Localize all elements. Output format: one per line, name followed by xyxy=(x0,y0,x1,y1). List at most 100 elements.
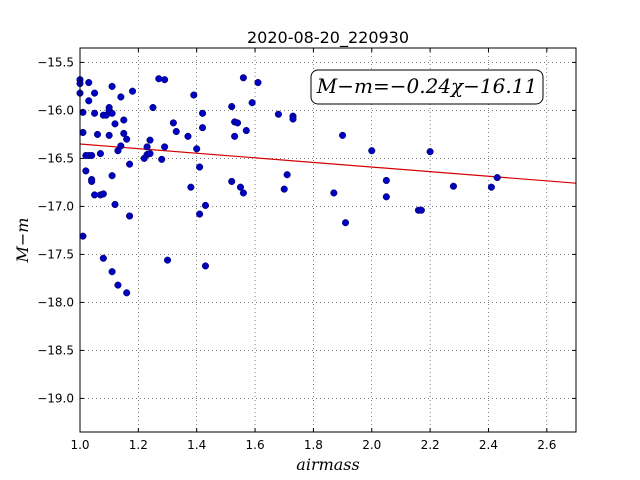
data-point xyxy=(239,189,247,197)
data-point xyxy=(280,185,288,193)
annotation-frame xyxy=(310,69,544,105)
data-point xyxy=(120,116,128,124)
data-point xyxy=(417,206,425,214)
grid xyxy=(79,48,576,432)
data-point xyxy=(163,256,172,264)
data-point xyxy=(91,89,99,97)
data-point xyxy=(231,132,239,140)
data-point xyxy=(128,87,137,95)
data-point xyxy=(108,109,116,117)
data-point xyxy=(105,131,113,139)
data-point xyxy=(96,150,104,158)
data-point xyxy=(79,232,87,240)
data-point xyxy=(111,120,119,128)
y-tick-label: −18.0 xyxy=(37,295,74,309)
data-point xyxy=(193,145,201,153)
y-tick-label: −16.5 xyxy=(37,151,74,165)
data-point xyxy=(198,109,207,117)
data-point xyxy=(120,129,128,137)
data-point xyxy=(382,176,390,185)
data-point xyxy=(99,254,107,262)
data-point xyxy=(117,93,125,101)
data-point xyxy=(155,75,163,83)
data-point xyxy=(126,160,134,168)
data-point xyxy=(236,183,245,191)
data-point xyxy=(368,147,376,155)
data-point xyxy=(158,155,166,163)
x-tick-label: 2.6 xyxy=(537,438,556,452)
data-point xyxy=(161,143,169,151)
data-point xyxy=(248,99,256,107)
data-point xyxy=(149,103,157,112)
x-axis-label: airmass xyxy=(296,455,359,474)
annotation-box: M−m=−0.24χ−16.11 xyxy=(310,69,544,105)
y-axis-ticks: −15.5 −16.0 −16.5 −17.0 −17.5 −18.0 −18.5 −19.0 xyxy=(37,55,576,405)
data-point xyxy=(283,171,291,179)
data-point xyxy=(108,82,116,90)
x-axis-ticks: 1.0 1.2 1.4 1.6 1.8 2.0 2.2 2.4 2.6 xyxy=(70,48,556,452)
data-point xyxy=(201,201,210,209)
data-point xyxy=(426,148,434,156)
data-point xyxy=(114,281,122,289)
x-tick-label: 1.6 xyxy=(246,438,265,452)
data-point xyxy=(449,182,458,190)
data-point xyxy=(146,150,154,158)
data-point xyxy=(289,115,297,123)
fit-line-group xyxy=(79,143,577,184)
data-point xyxy=(254,79,262,87)
data-point xyxy=(196,210,204,218)
fit-equation: M−m=−0.24χ−16.11 xyxy=(316,74,537,98)
x-tick-label: 1.8 xyxy=(304,438,323,452)
y-tick-label: −17.5 xyxy=(37,247,74,261)
data-point xyxy=(234,119,242,127)
data-point xyxy=(187,183,195,191)
data-point xyxy=(339,131,347,139)
data-point xyxy=(88,177,96,185)
x-tick-label: 2.0 xyxy=(362,438,381,452)
data-point xyxy=(146,136,154,144)
data-point xyxy=(99,190,107,198)
data-point xyxy=(93,130,102,138)
y-axis-label: M−m xyxy=(13,218,32,264)
data-point xyxy=(91,109,99,117)
data-point xyxy=(123,289,131,297)
data-point xyxy=(82,167,90,175)
x-tick-label: 1.0 xyxy=(70,438,89,452)
plot-frame xyxy=(79,47,577,433)
data-point xyxy=(382,193,390,201)
data-point xyxy=(85,97,93,105)
y-tick-label: −18.5 xyxy=(37,343,74,357)
x-tick-label: 2.2 xyxy=(421,438,440,452)
data-point xyxy=(108,172,116,180)
x-tick-label: 2.4 xyxy=(479,438,498,452)
data-points xyxy=(76,74,501,297)
data-point xyxy=(108,268,116,276)
y-tick-label: −19.0 xyxy=(37,391,74,405)
data-point xyxy=(123,135,131,143)
chart-title: 2020-08-20_220930 xyxy=(247,28,409,48)
fit-line xyxy=(79,143,577,184)
data-point xyxy=(341,219,350,227)
data-point xyxy=(111,200,119,209)
data-point xyxy=(196,163,204,171)
y-tick-label: −15.5 xyxy=(37,55,74,69)
data-point xyxy=(198,124,207,132)
data-point xyxy=(79,128,87,137)
data-point xyxy=(143,143,151,151)
data-point xyxy=(228,103,236,111)
data-point xyxy=(169,119,177,127)
data-point xyxy=(239,74,247,82)
data-point xyxy=(184,132,192,140)
data-point xyxy=(85,79,93,87)
data-point xyxy=(161,76,169,84)
data-point xyxy=(493,174,501,182)
y-tick-label: −17.0 xyxy=(37,199,74,213)
data-point xyxy=(228,177,236,185)
data-point xyxy=(88,151,96,160)
data-point xyxy=(274,110,282,118)
y-tick-label: −16.0 xyxy=(37,103,74,117)
data-point xyxy=(117,142,125,150)
data-point xyxy=(201,262,210,270)
data-point xyxy=(126,212,134,220)
